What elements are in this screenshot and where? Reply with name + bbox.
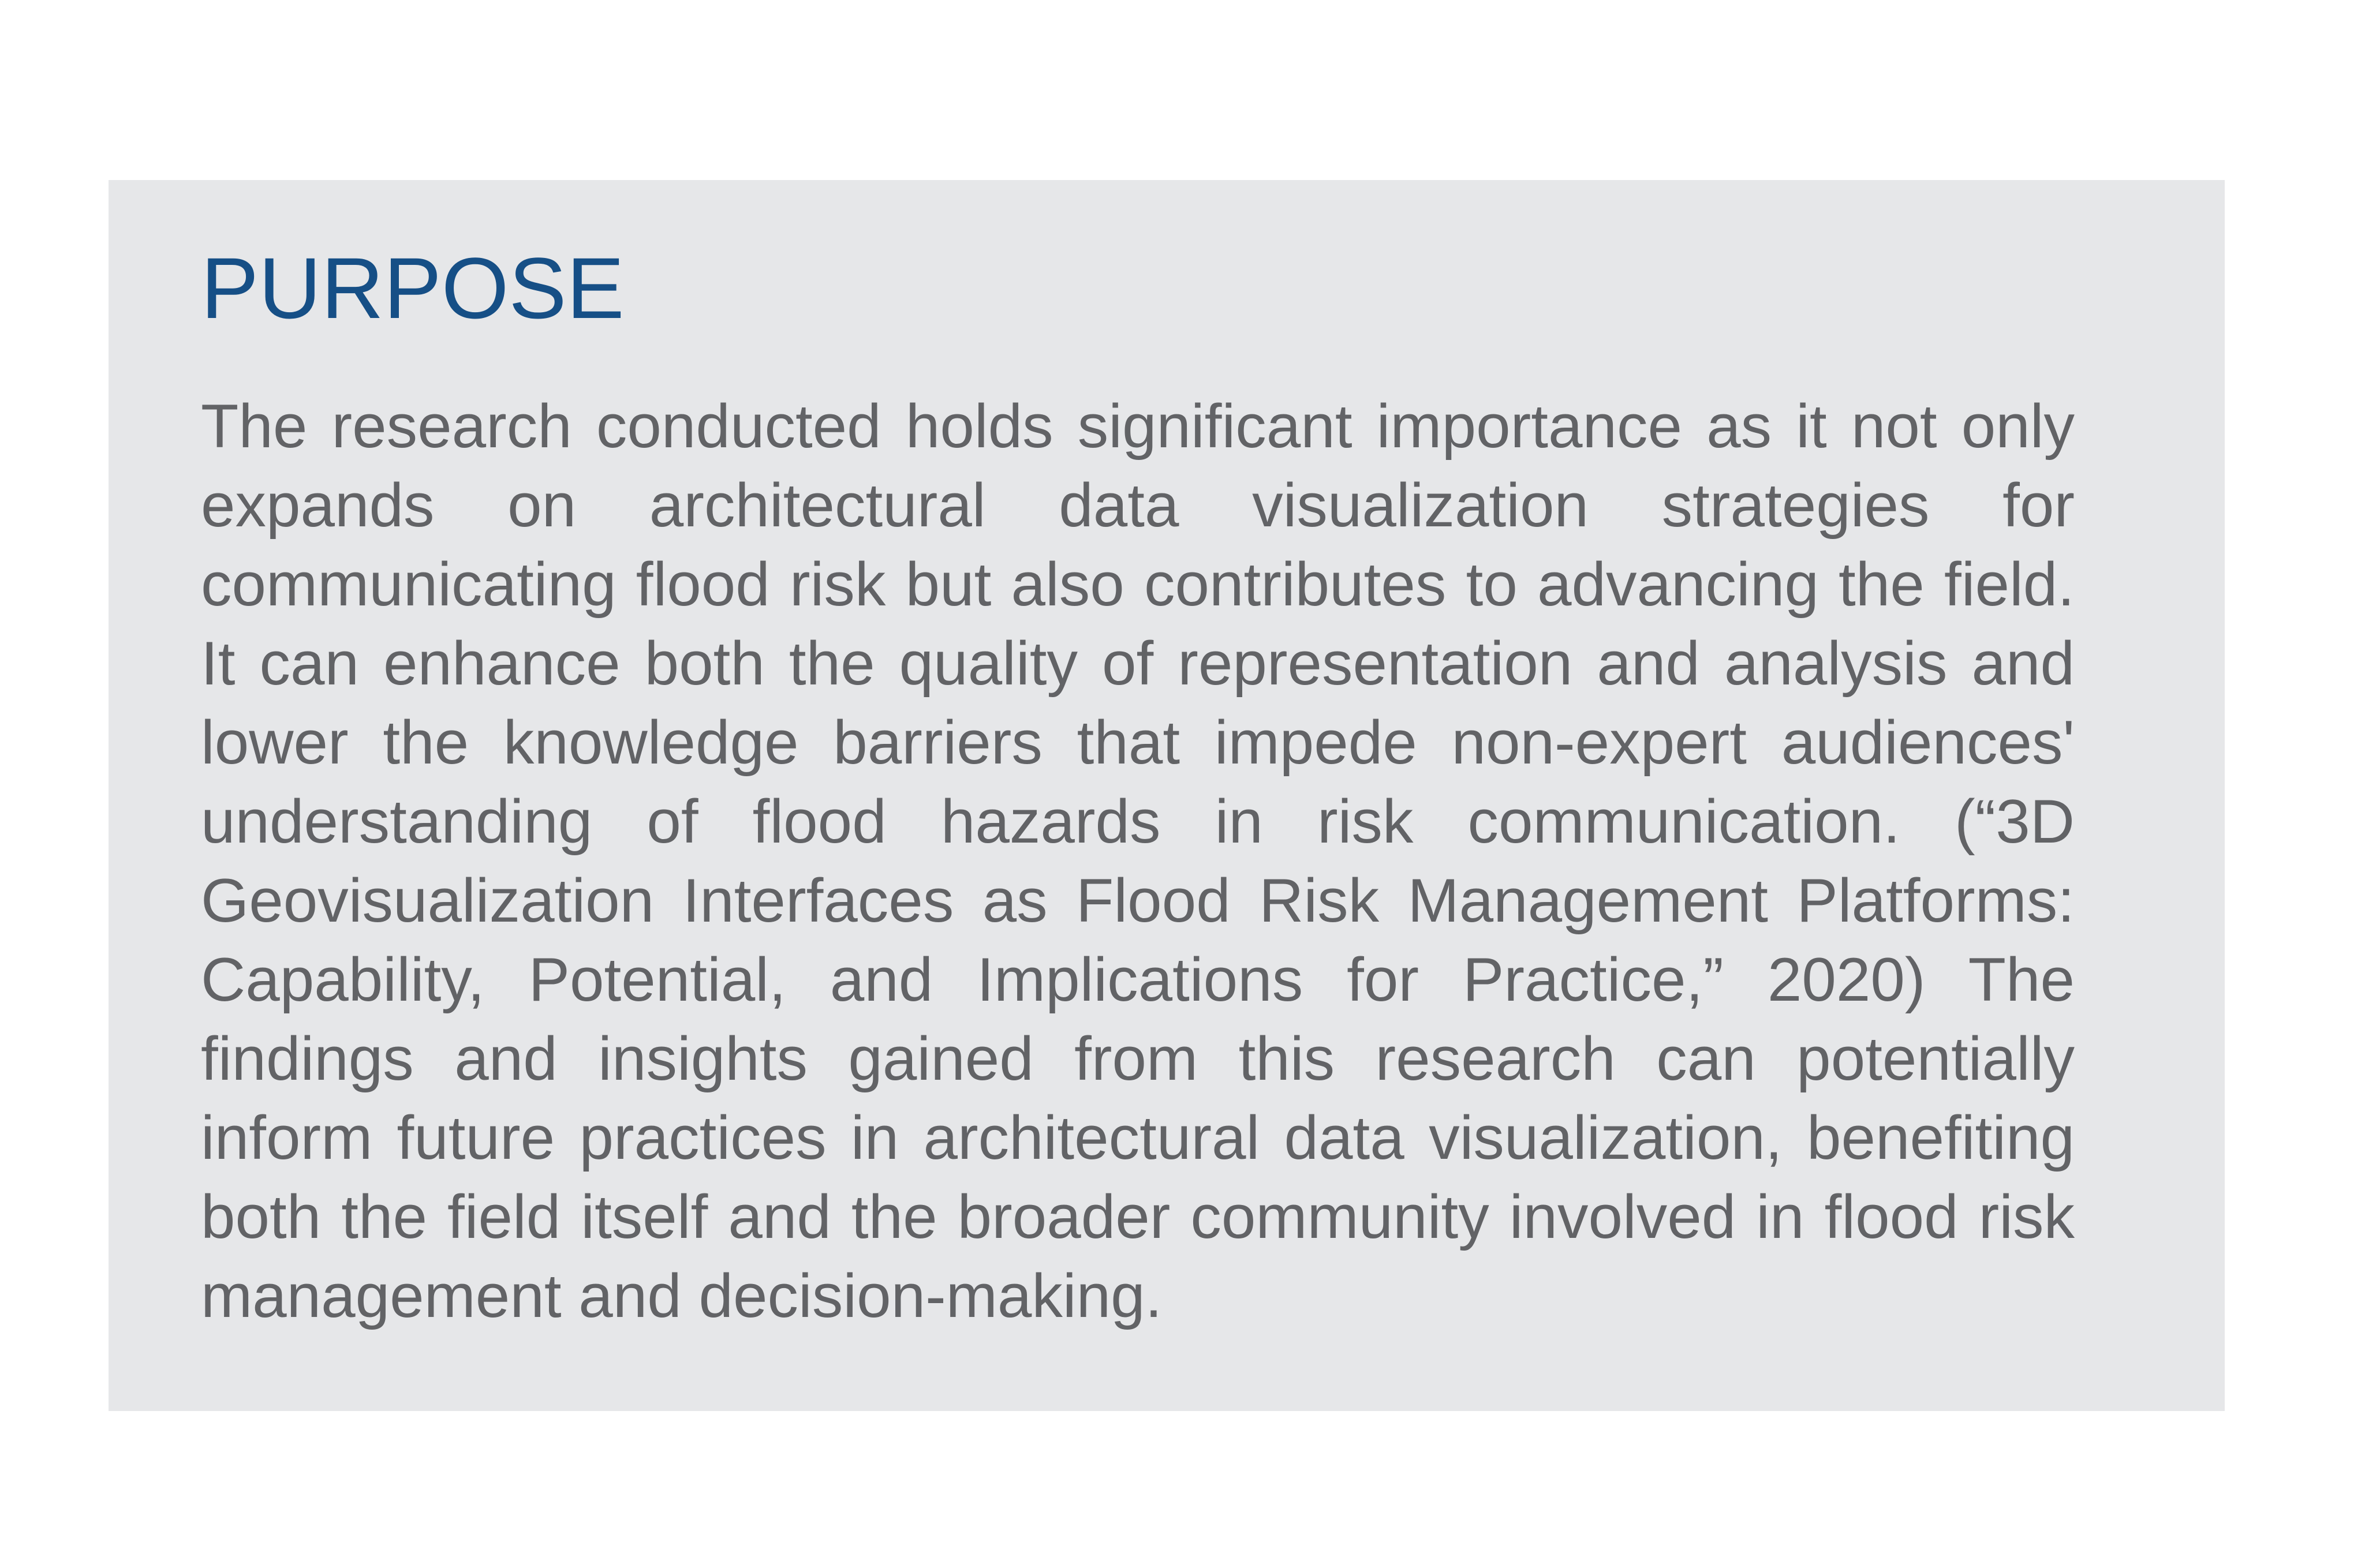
purpose-panel: PURPOSE The research conducted holds sig… bbox=[109, 180, 2225, 1411]
purpose-paragraph: The research conducted holds significant… bbox=[201, 391, 2075, 1330]
section-heading: PURPOSE bbox=[201, 239, 625, 336]
